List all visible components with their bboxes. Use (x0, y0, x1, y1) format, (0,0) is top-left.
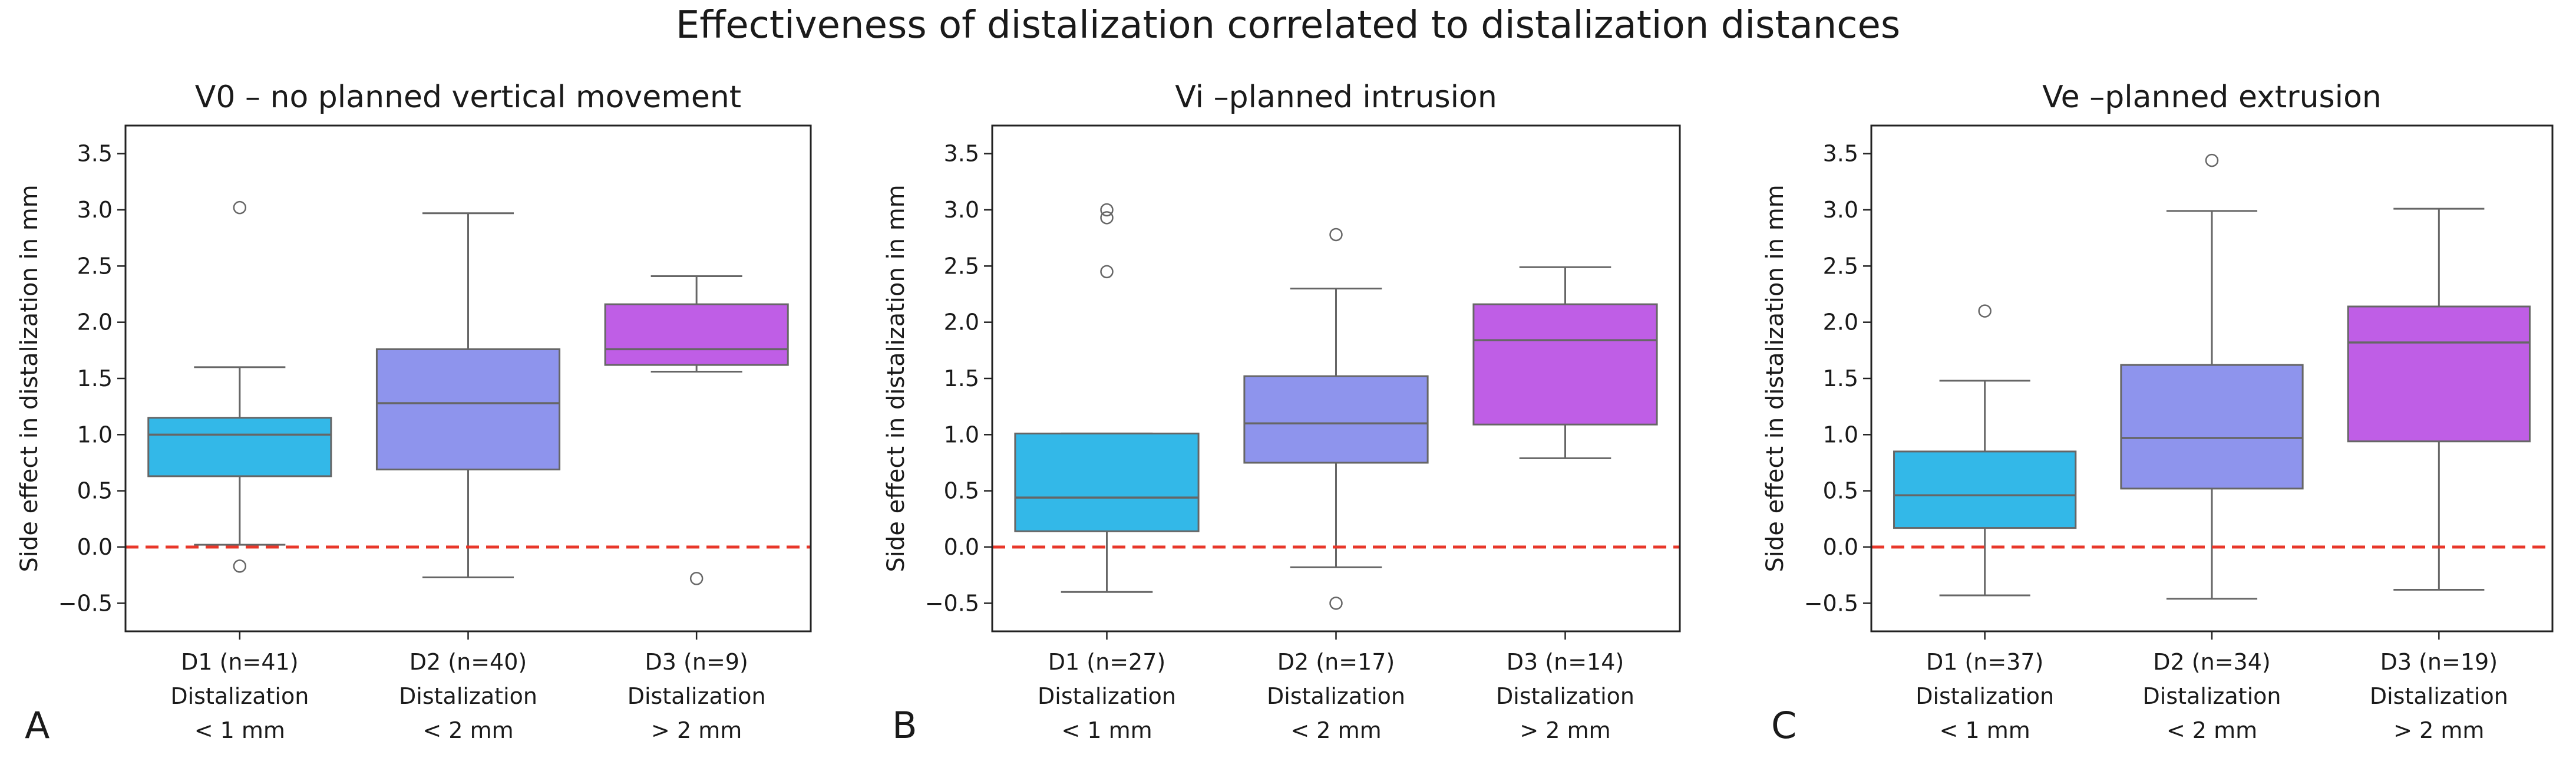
outlier-point (1100, 265, 1114, 279)
category-label-line: > 2 mm (2393, 717, 2484, 743)
y-tick-label: −0.5 (58, 590, 113, 616)
y-tick-label: 0.0 (77, 534, 113, 560)
y-axis-label: Side effect in distalization in mm (1762, 185, 1789, 572)
outlier-point (1329, 228, 1343, 242)
y-tick-label: 0.5 (944, 478, 979, 504)
category-label-line: < 2 mm (422, 717, 513, 743)
panel-c: Ve –planned extrusion Side effect in dist… (1762, 80, 2554, 747)
y-tick-label: −0.5 (1804, 590, 1858, 616)
y-axis-label: Side effect in distalization in mm (883, 185, 910, 572)
category-label-line: < 1 mm (194, 717, 285, 743)
y-tick-label: 3.0 (77, 197, 113, 223)
outlier-point (2205, 153, 2219, 167)
category-label-line: D3 (n=19) (2380, 649, 2498, 675)
category-label-line: D1 (n=41) (181, 649, 298, 675)
y-tick-label: 0.5 (1823, 478, 1858, 504)
y-tick-label: 3.5 (944, 141, 979, 167)
outlier-point (233, 200, 247, 215)
box-d3 (2347, 207, 2531, 591)
iqr-box (1472, 303, 1658, 426)
panel-b: Vi –planned intrusion Side effect in dist… (883, 80, 1681, 747)
y-tick-label: 1.5 (944, 365, 979, 391)
iqr-box (375, 348, 561, 470)
y-tick-label: 2.5 (1823, 253, 1858, 279)
category-label-line: D3 (n=9) (645, 649, 748, 675)
box-d1 (1893, 304, 2077, 597)
box-d1 (147, 200, 332, 573)
iqr-box (147, 417, 332, 477)
category-label-line: < 2 mm (1290, 717, 1381, 743)
category-label-line: Distalization (1496, 683, 1634, 709)
figure-title: Effectiveness of distalization correlate… (676, 4, 1900, 47)
y-tick-label: 1.0 (1823, 421, 1858, 447)
category-label-line: D2 (n=17) (1277, 649, 1395, 675)
category-label-line: Distalization (1916, 683, 2054, 709)
y-tick-label: 2.0 (77, 309, 113, 335)
outlier-point (689, 572, 704, 585)
category-label-line: D3 (n=14) (1507, 649, 1624, 675)
category-label-line: Distalization (170, 683, 309, 709)
outlier-point (1100, 211, 1114, 225)
box-d2 (1243, 228, 1429, 610)
y-tick-label: 1.5 (1823, 365, 1858, 391)
y-tick-label: 3.0 (944, 197, 979, 223)
panel-title: Ve –planned extrusion (2042, 80, 2382, 115)
category-label-line: > 2 mm (651, 717, 742, 743)
category-label-line: Distalization (2143, 683, 2281, 709)
panel-letter: A (25, 704, 49, 747)
y-tick-label: 0.0 (1823, 534, 1858, 560)
y-tick-label: 2.5 (944, 253, 979, 279)
y-tick-label: −0.5 (925, 590, 979, 616)
y-tick-label: 0.0 (944, 534, 979, 560)
panel-title: V0 – no planned vertical movement (195, 80, 741, 115)
iqr-box (2120, 364, 2304, 490)
panel-a: V0 – no planned vertical movement Side ef… (16, 80, 812, 747)
y-axis-label: Side effect in distalization in mm (16, 185, 43, 572)
panel-title: Vi –planned intrusion (1175, 80, 1497, 115)
box-d3 (604, 275, 789, 585)
iqr-box (1243, 375, 1429, 464)
box-d2 (375, 212, 561, 578)
plot-frame (991, 124, 1681, 632)
panel-letter: B (892, 704, 917, 747)
y-tick-label: 3.0 (1823, 197, 1858, 223)
y-tick-label: 3.5 (1823, 141, 1858, 167)
outlier-point (1100, 203, 1114, 217)
box-d1 (1014, 203, 1200, 593)
category-label-line: < 2 mm (2167, 717, 2257, 743)
iqr-box (2347, 305, 2531, 443)
category-label-line: D1 (n=27) (1048, 649, 1165, 675)
category-label-line: D2 (n=34) (2153, 649, 2270, 675)
y-tick-label: 3.5 (77, 141, 113, 167)
y-tick-label: 2.0 (944, 309, 979, 335)
panel-letter: C (1771, 704, 1796, 747)
y-tick-label: 2.5 (77, 253, 113, 279)
iqr-box (1893, 450, 2077, 529)
outlier-point (233, 559, 247, 573)
category-label-line: < 1 mm (1940, 717, 2030, 743)
category-label-line: D2 (n=40) (409, 649, 527, 675)
category-label-line: Distalization (399, 683, 537, 709)
y-tick-label: 1.5 (77, 365, 113, 391)
box-d3 (1472, 266, 1658, 459)
y-tick-label: 0.5 (77, 478, 113, 504)
category-label-line: < 1 mm (1061, 717, 1152, 743)
category-label-line: Distalization (2370, 683, 2508, 709)
category-label-line: > 2 mm (1520, 717, 1610, 743)
y-tick-label: 1.0 (77, 421, 113, 447)
plot-frame (1870, 124, 2554, 632)
category-label-line: Distalization (1267, 683, 1405, 709)
outlier-point (1978, 304, 1992, 318)
outlier-point (1329, 597, 1343, 610)
y-tick-label: 2.0 (1823, 309, 1858, 335)
y-tick-label: 1.0 (944, 421, 979, 447)
category-label-line: Distalization (628, 683, 766, 709)
iqr-box (1014, 432, 1200, 532)
plot-frame (124, 124, 812, 632)
iqr-box (604, 303, 789, 366)
category-label-line: Distalization (1038, 683, 1176, 709)
category-label-line: D1 (n=37) (1926, 649, 2043, 675)
box-d2 (2120, 153, 2304, 600)
